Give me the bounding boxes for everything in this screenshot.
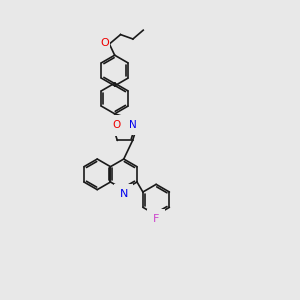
Text: N: N [120,189,128,199]
Text: F: F [153,214,159,224]
Text: O: O [101,38,110,48]
Text: O: O [112,120,121,130]
Text: N: N [129,120,137,130]
